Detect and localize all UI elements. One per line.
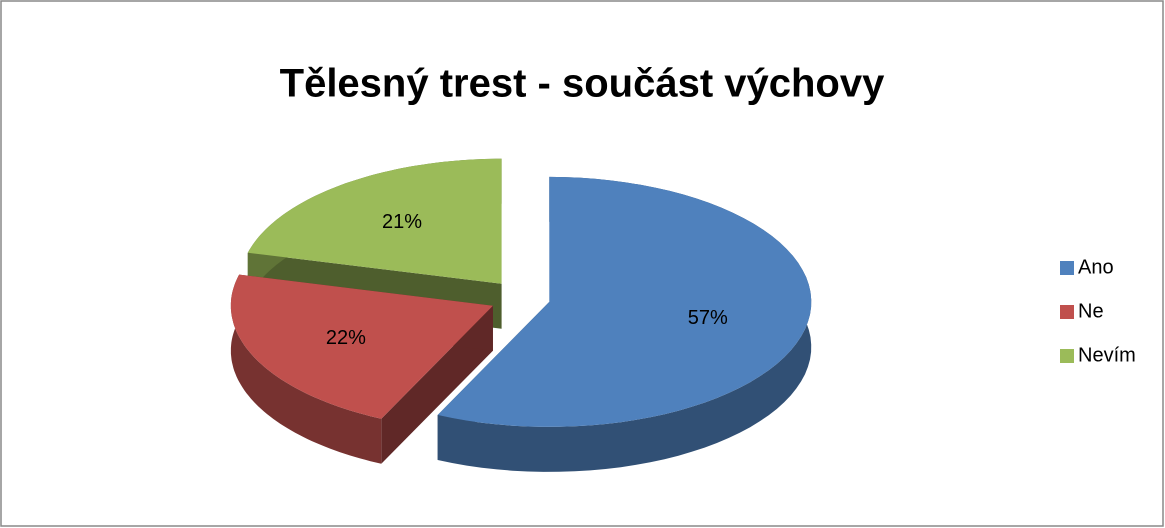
legend-label: Ano (1078, 256, 1114, 278)
legend-label: Ne (1078, 300, 1104, 322)
legend-swatch (1060, 305, 1074, 319)
legend-label: Nevím (1078, 344, 1136, 366)
data-label: 22% (326, 327, 366, 349)
data-label: 57% (688, 307, 728, 329)
slice-side (230, 274, 382, 464)
data-label: 21% (382, 211, 422, 233)
legend-swatch (1060, 261, 1074, 275)
slice (437, 176, 812, 427)
legend-swatch (1060, 349, 1074, 363)
chart-title: Tělesný trest - součást výchovy (280, 62, 885, 106)
slice (247, 158, 502, 284)
slice (230, 274, 493, 419)
